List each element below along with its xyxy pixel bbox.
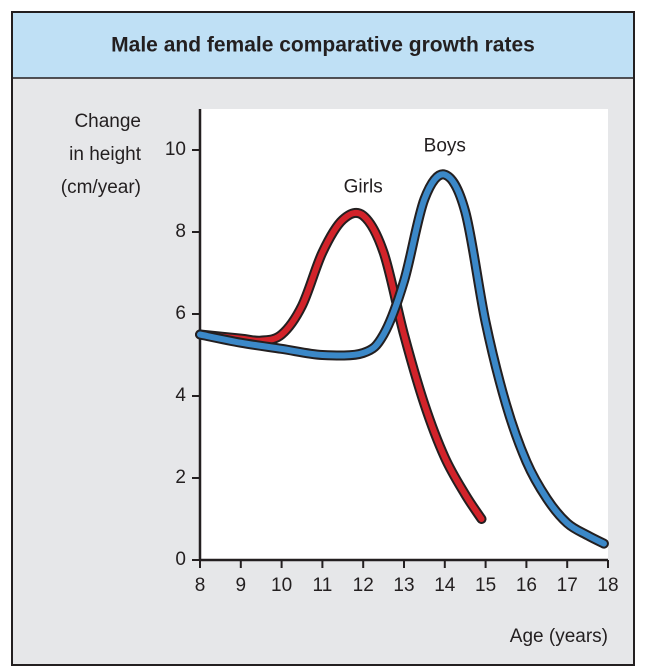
y-tick-label: 0 [175, 549, 186, 570]
x-tick-label: 10 [271, 575, 292, 596]
series-label: Boys [424, 136, 466, 157]
y-tick-label: 8 [175, 221, 186, 242]
line [197, 209, 485, 522]
x-tick-label: 16 [516, 575, 537, 596]
x-tick-label: 14 [434, 575, 456, 596]
x-tick-label: 11 [313, 575, 333, 596]
y-tick-label: 4 [175, 385, 186, 406]
y-axis-label: (cm/year) [61, 177, 141, 198]
x-axis-label: Age (years) [510, 626, 608, 647]
x-tick-label: 17 [557, 575, 578, 596]
x-tick-label: 15 [475, 575, 496, 596]
x-tick-label: 12 [353, 575, 374, 596]
y-axis-label: Change [74, 111, 141, 132]
y-tick-label: 10 [165, 139, 186, 160]
title-bar [13, 13, 633, 78]
x-tick-label: 13 [393, 575, 414, 596]
chart-title: Male and female comparative growth rates [111, 34, 535, 57]
series-label: Girls [344, 177, 383, 198]
y-axis-label: in height [69, 144, 142, 165]
y-tick-label: 6 [175, 303, 186, 324]
x-tick-label: 18 [597, 575, 618, 596]
x-tick-label: 8 [195, 575, 206, 596]
y-tick-label: 2 [175, 467, 186, 488]
line [197, 171, 607, 547]
x-tick-label: 9 [236, 575, 247, 596]
